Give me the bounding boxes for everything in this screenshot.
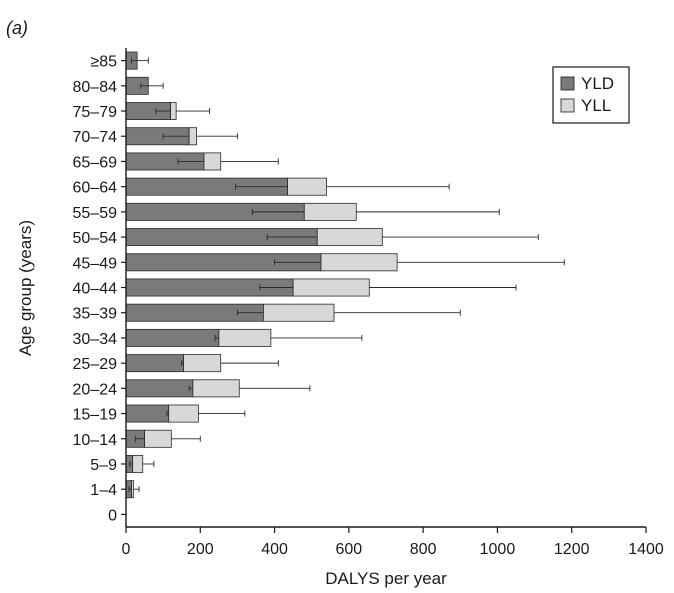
bar-yll [218,328,272,347]
x-axis-ticks: 0 200 400 600 800 1000 1200 1400 [122,527,664,558]
bar-yll [303,202,357,221]
y-tick-label: 40–44 [73,281,118,298]
y-tick-label: 55–59 [73,205,118,222]
y-tick-label: 45–49 [73,255,118,272]
bar-yll [132,455,144,473]
bar-yll [316,228,383,247]
y-tick-label: 80–84 [73,79,118,96]
x-tick-label: 200 [187,541,214,558]
y-tick-label: ≥85 [90,54,117,71]
legend: YLD YLL [552,66,630,124]
bar-yll [144,429,172,448]
plot-area [125,51,565,499]
y-axis-title: Age group (years) [16,220,35,356]
x-tick-label: 600 [336,541,363,558]
bar-yll [168,404,199,423]
y-tick-label: 60–64 [73,180,118,197]
y-tick-label: 65–69 [73,154,118,171]
y-tick-label: 50–54 [73,230,118,247]
bar-yld [125,404,170,423]
y-tick-label: 1–4 [90,482,117,499]
y-tick-label: 0 [108,507,117,524]
bar-yll [183,354,222,373]
y-tick-label: 15–19 [73,407,118,424]
bar-yll [131,480,134,499]
bar-yll [188,127,197,146]
y-tick-label: 70–74 [73,129,118,146]
y-tick-label: 30–34 [73,331,118,348]
bar-yll [170,102,177,120]
bar-yll [287,177,327,196]
panel-label: (a) [6,18,28,38]
legend-label-yld: YLD [581,74,614,93]
y-axis-ticks: 0 1–4 5–9 10–14 15–19 20–24 25–29 30–34 35–39 40–… [73,54,126,524]
x-tick-label: 1200 [554,541,590,558]
bar-yld [125,354,184,373]
bar-yll [292,278,370,297]
x-tick-label: 0 [122,541,131,558]
y-tick-label: 5–9 [90,457,117,474]
x-tick-label: 1400 [628,541,664,558]
bar-yll [263,303,335,322]
bar-yld [125,379,194,398]
bar-yll [192,379,240,398]
y-tick-label: 35–39 [73,306,118,323]
x-tick-label: 1000 [480,541,516,558]
bar-yll [203,152,222,171]
y-tick-label: 25–29 [73,356,118,373]
panel-letter: a [12,18,22,38]
x-axis-title: DALYS per year [325,569,447,588]
y-tick-label: 10–14 [73,432,118,449]
legend-box [552,66,630,124]
y-tick-label: 75–79 [73,104,118,121]
legend-label-yll: YLL [581,96,611,115]
legend-swatch-yld [560,76,575,91]
bar-yld [125,328,220,347]
x-tick-label: 400 [261,541,288,558]
bar-yll [320,253,398,272]
x-tick-label: 800 [410,541,437,558]
y-tick-label: 20–24 [73,381,118,398]
legend-swatch-yll [560,98,575,113]
